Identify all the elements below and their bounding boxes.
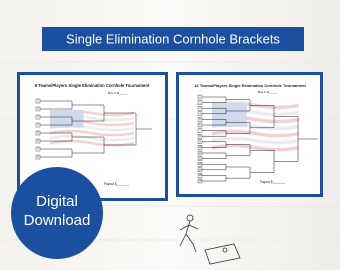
payout: Payout $_______	[260, 180, 285, 184]
seed-number: 9	[199, 139, 201, 143]
seed-number: 1	[199, 95, 201, 99]
seed-number: 3	[199, 106, 201, 110]
badge-line: Download	[24, 212, 91, 229]
seed-number: 10	[199, 145, 202, 149]
seed-number: 4	[37, 123, 39, 127]
flag-stripe	[49, 124, 135, 132]
seed-number: 2	[37, 107, 39, 111]
flag-watermark	[211, 101, 300, 152]
seed-number: 12	[199, 156, 202, 160]
flag-stripe	[49, 114, 135, 122]
sheet-title: 16 Teams/Players Single Elimination Corn…	[194, 83, 306, 88]
flag-canton	[212, 102, 247, 128]
seed-number: 6	[199, 123, 201, 127]
banner-title: Single Elimination Cornhole Brackets	[66, 31, 280, 46]
flag-stripe	[211, 136, 300, 145]
flag-watermark	[49, 109, 135, 147]
sheet-title: 8 Teams/Players Single Elimination Cornh…	[35, 83, 150, 88]
buy-in: Buy in $_____	[108, 91, 128, 95]
flag-stripe	[49, 134, 135, 142]
badge-line: Digital	[36, 193, 78, 210]
cornhole-player-sketch	[179, 214, 241, 265]
flag-stripe	[211, 108, 300, 117]
flag-canton	[50, 110, 84, 128]
flag-stripe	[49, 119, 135, 127]
seed-number: 11	[199, 151, 202, 155]
badge	[11, 167, 103, 259]
flag-stripe	[49, 129, 135, 137]
seed-number: 5	[199, 117, 201, 121]
seed-number: 7	[199, 128, 201, 132]
flag-stripe	[49, 109, 135, 117]
bracket-sheet: 8 Teams/Players Single Elimination Cornh…	[17, 72, 168, 201]
bracket-sheet: 16 Teams/Players Single Elimination Corn…	[176, 72, 323, 197]
flag-stripe	[211, 129, 300, 138]
seed-number: 13	[199, 162, 202, 166]
buy-in: Buy in $_____	[258, 90, 278, 94]
seed-number: 16	[199, 179, 202, 183]
seed-number: 14	[199, 167, 202, 171]
seed-number: 5	[37, 131, 39, 135]
flag-stripe	[211, 115, 300, 124]
seed-number: 2	[199, 100, 201, 104]
seed-number: 8	[199, 134, 201, 138]
seed-number: 6	[37, 139, 39, 143]
seed-number: 1	[37, 99, 39, 103]
seed-number: 3	[37, 115, 39, 119]
title-banner	[42, 27, 304, 51]
seed-number: 7	[37, 147, 39, 151]
seed-number: 15	[199, 173, 202, 177]
flag-stripe	[211, 143, 300, 152]
sheet-frame	[17, 72, 168, 201]
seed-number: 4	[199, 111, 201, 115]
payout: Payout $_______	[104, 182, 129, 186]
seed-number: 8	[37, 155, 39, 159]
